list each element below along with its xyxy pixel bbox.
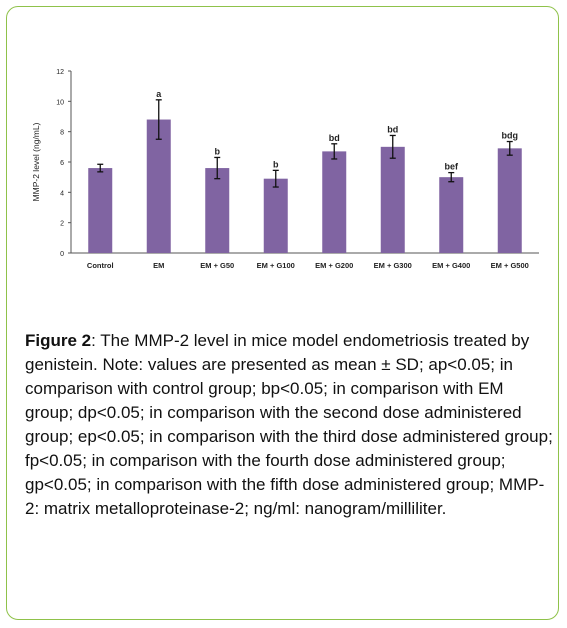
y-tick-label: 6 [60,160,64,167]
significance-label: bdg [502,131,519,141]
figure-caption: Figure 2: The MMP-2 level in mice model … [25,329,553,521]
significance-label: bef [445,162,460,172]
x-tick-label: EM + G300 [374,261,412,270]
significance-label: b [273,159,279,169]
x-tick-label: Control [87,261,114,270]
x-tick-label: EM [153,261,164,270]
figure-frame: 0 2 4 6 8 10 12 MMP-2 level (ng/mL) Control a EM b E… [6,6,559,620]
caption-label: Figure 2 [25,331,92,350]
x-tick-label: EM + G100 [257,261,295,270]
y-tick-label: 12 [56,69,64,76]
y-axis-label: MMP-2 level (ng/mL) [31,122,41,201]
bar [497,148,522,253]
significance-label: bd [387,124,398,134]
bar [205,168,230,253]
bar [88,168,113,253]
significance-label: bd [329,133,340,143]
significance-label: b [215,146,221,156]
y-tick-label: 8 [60,130,64,137]
bar [146,119,171,254]
bar [263,178,288,253]
x-tick-label: EM + G500 [491,261,529,270]
caption-text: : The MMP-2 level in mice model endometr… [25,331,553,518]
bar [380,146,405,253]
y-tick-label: 2 [60,221,64,228]
y-tick-label: 0 [60,251,64,258]
bar-chart: 0 2 4 6 8 10 12 MMP-2 level (ng/mL) Control a EM b E… [31,69,539,270]
bar [322,151,347,253]
x-tick-label: EM + G50 [200,261,234,270]
bar [439,177,464,253]
significance-label: a [156,89,162,99]
y-tick-label: 4 [60,190,64,197]
x-tick-label: EM + G400 [432,261,470,270]
y-tick-label: 10 [56,99,64,106]
x-tick-label: EM + G200 [315,261,353,270]
